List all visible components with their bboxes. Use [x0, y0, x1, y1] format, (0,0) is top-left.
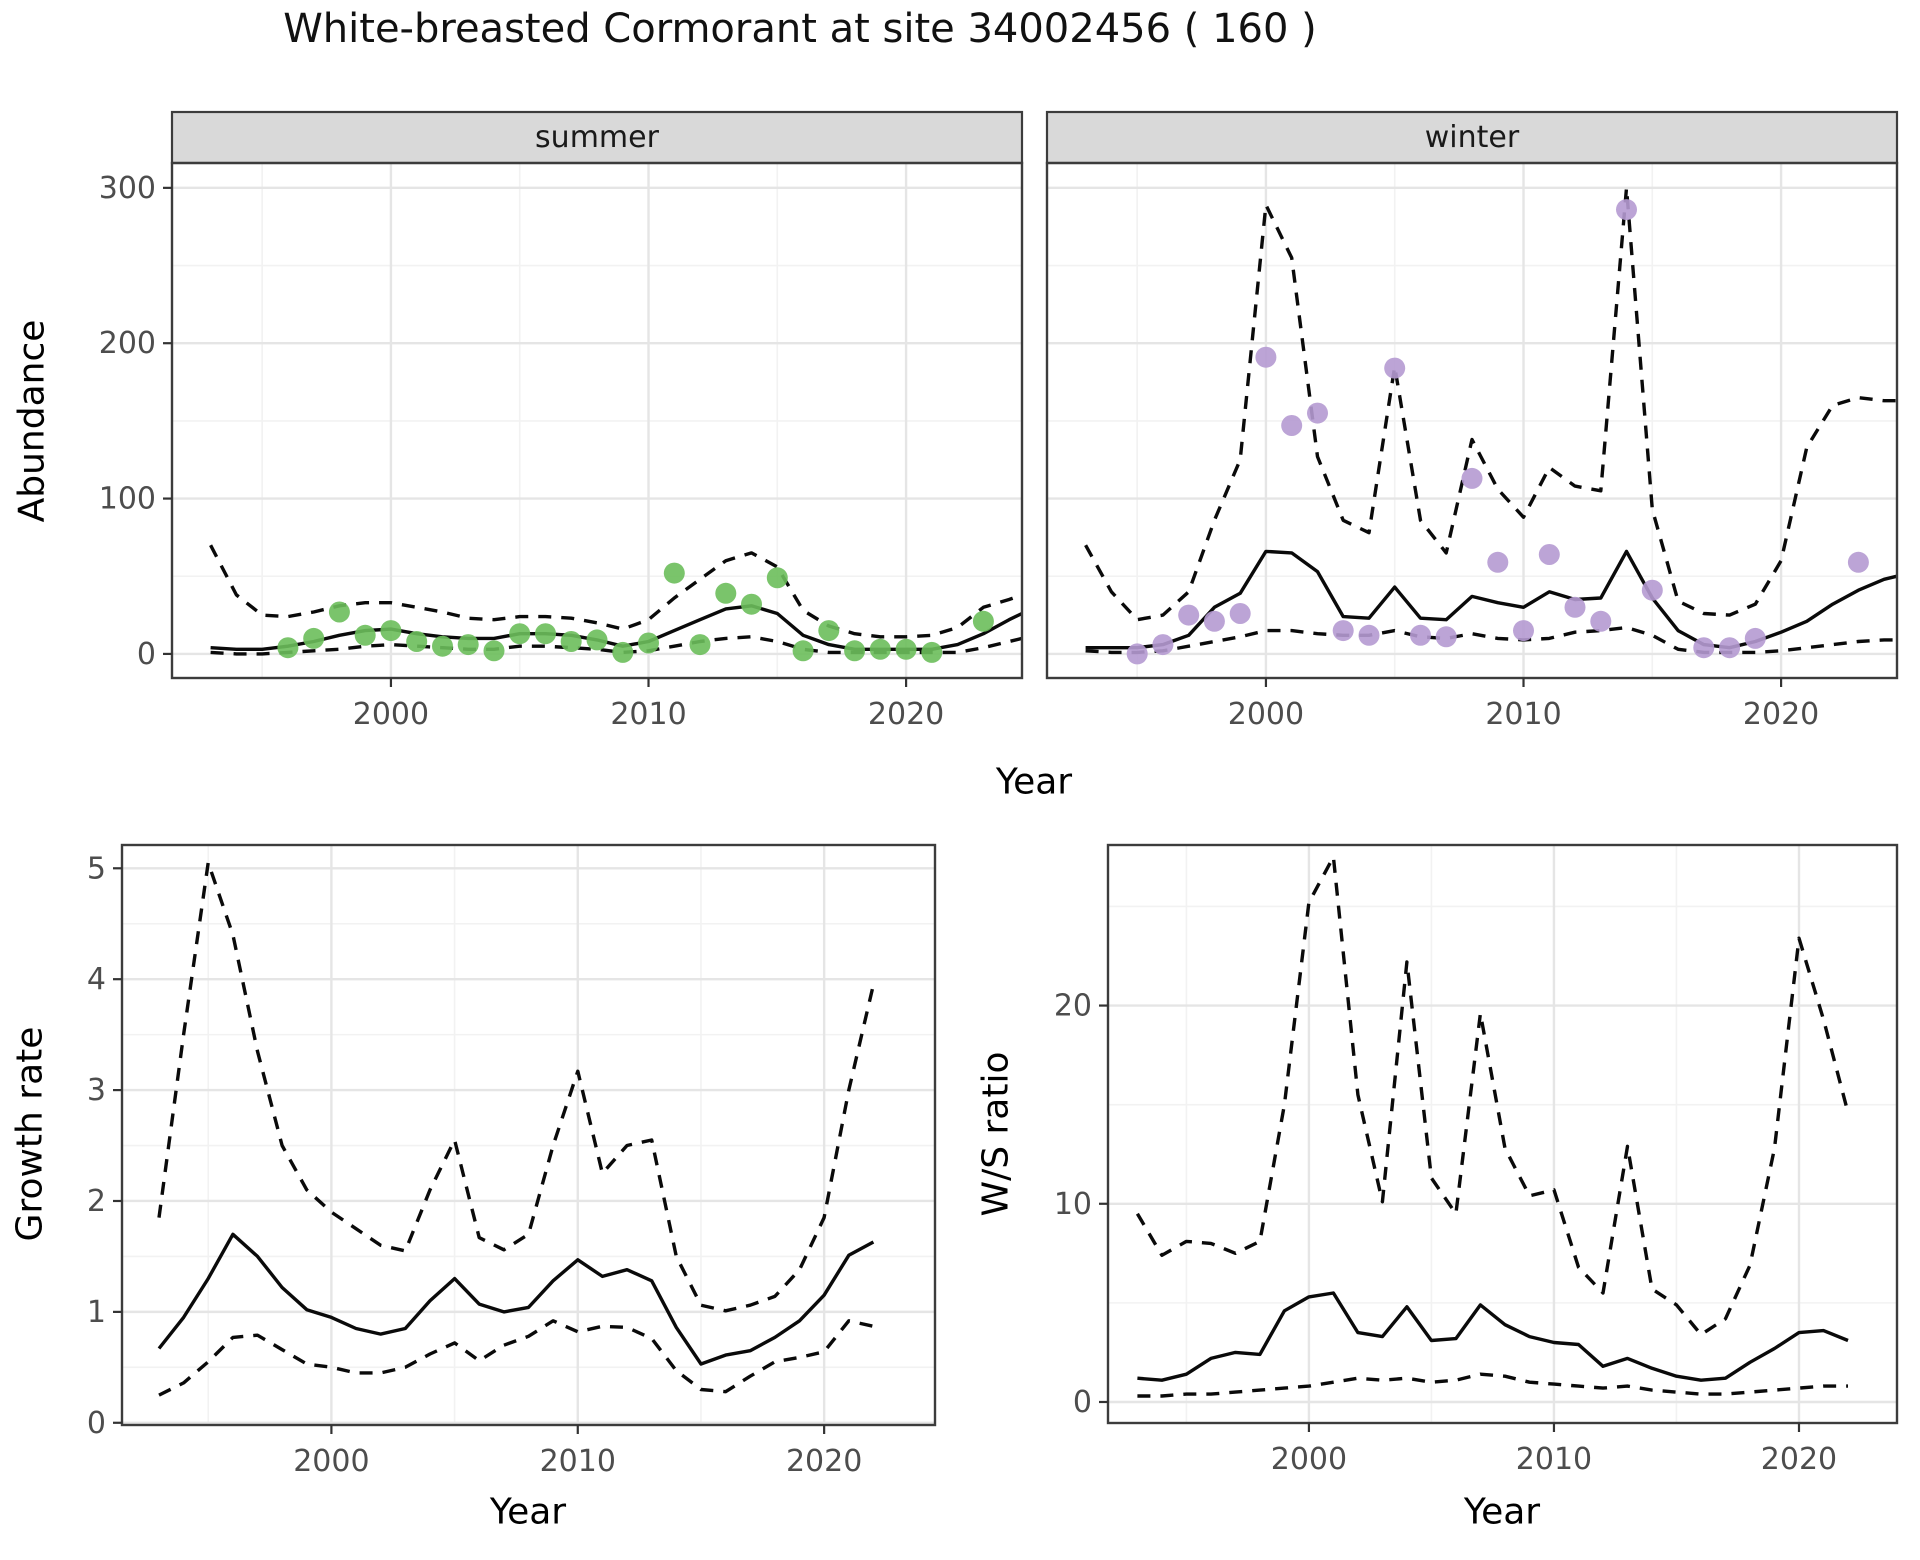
x-tick-label: 2000	[353, 697, 429, 732]
obs-point-abundance-winter	[1461, 467, 1483, 489]
data-layer-abundance-summer	[209, 544, 1023, 663]
panel-abundance-winter: 2000 2010 2020	[1045, 110, 1899, 732]
ci-upper-growth-rate	[157, 861, 876, 1313]
obs-point-abundance-winter	[1641, 579, 1663, 601]
panel-ws-ratio: 2000 2010 2020 0 10 20	[1054, 843, 1899, 1477]
x-tick-label: 2020	[1761, 1442, 1837, 1477]
obs-point-abundance-winter	[1564, 596, 1586, 618]
obs-point-abundance-winter	[1693, 637, 1715, 659]
data-layer-ws-ratio	[1135, 855, 1850, 1398]
obs-point-abundance-winter	[1719, 637, 1741, 659]
obs-point-abundance-summer	[380, 620, 402, 642]
obs-point-abundance-winter	[1358, 624, 1380, 646]
obs-point-abundance-summer	[869, 638, 891, 660]
ci-lower-ws-ratio	[1137, 1372, 1848, 1398]
obs-point-abundance-summer	[432, 635, 453, 657]
ci-lower-growth-rate	[158, 1319, 874, 1397]
median-line-ws-ratio	[1137, 1291, 1849, 1382]
obs-point-abundance-summer	[895, 638, 917, 660]
obs-point-abundance-winter	[1178, 604, 1200, 626]
y-tick-label: 0	[137, 637, 156, 672]
figure-title: White-breasted Cormorant at site 3400245…	[283, 6, 1317, 52]
data-layer-abundance-winter	[1084, 186, 1898, 665]
obs-point-abundance-winter	[1384, 357, 1406, 379]
median-line-abundance-winter	[1085, 549, 1898, 650]
y-tick-label: 0	[1073, 1385, 1092, 1420]
obs-point-abundance-summer	[535, 623, 556, 645]
obs-point-abundance-winter	[1281, 415, 1303, 436]
y-tick-label: 200	[99, 326, 156, 361]
obs-point-abundance-summer	[792, 640, 814, 662]
obs-point-abundance-winter	[1744, 627, 1766, 649]
ci-lower-abundance-winter	[1085, 625, 1897, 655]
obs-point-abundance-summer	[844, 640, 866, 662]
panel-abundance-summer: 2000 2010 2020 0 100 200 300	[99, 110, 1024, 732]
obs-point-abundance-winter	[1410, 624, 1431, 646]
x-tick-label: 2000	[293, 1444, 369, 1479]
obs-point-abundance-winter	[1307, 402, 1328, 424]
obs-point-abundance-summer	[560, 631, 582, 652]
obs-point-abundance-winter	[1616, 199, 1637, 221]
obs-point-abundance-summer	[741, 593, 762, 615]
obs-point-abundance-summer	[818, 620, 840, 642]
obs-point-abundance-summer	[303, 627, 325, 649]
obs-point-abundance-summer	[483, 640, 505, 662]
facet-strip-rect-abundance-summer	[170, 110, 1024, 165]
obs-point-abundance-winter	[1203, 610, 1225, 632]
x-tick-label: 2000	[1228, 697, 1304, 732]
obs-point-abundance-summer	[612, 641, 634, 663]
y-tick-label: 0	[87, 1406, 106, 1441]
obs-point-abundance-winter	[1538, 544, 1560, 565]
x-tick-label: 2010	[540, 1444, 616, 1479]
obs-point-abundance-winter	[1847, 551, 1869, 573]
obs-point-abundance-winter	[1435, 626, 1457, 648]
obs-point-abundance-summer	[509, 623, 531, 645]
obs-point-abundance-winter	[1255, 346, 1277, 368]
y-tick-label: 10	[1054, 1187, 1092, 1222]
obs-point-abundance-summer	[457, 634, 479, 656]
x-tick-label: 2020	[868, 697, 944, 732]
obs-point-abundance-summer	[328, 601, 350, 623]
ci-upper-abundance-summer	[209, 544, 1023, 639]
x-tick-label: 2020	[1743, 697, 1819, 732]
obs-point-abundance-summer	[921, 641, 943, 663]
obs-point-abundance-summer	[406, 631, 428, 652]
y-tick-label: 300	[99, 171, 156, 206]
x-tick-label: 2000	[1271, 1442, 1347, 1477]
y-tick-label: 2	[87, 1184, 106, 1219]
obs-point-abundance-winter	[1513, 620, 1534, 642]
y-tick-label: 3	[87, 1073, 106, 1108]
y-tick-label: 4	[87, 962, 106, 997]
ci-upper-ws-ratio	[1135, 855, 1850, 1337]
obs-point-abundance-winter	[1590, 610, 1612, 632]
obs-point-abundance-summer	[638, 632, 659, 654]
obs-point-abundance-summer	[689, 634, 711, 656]
median-line-growth-rate	[157, 1232, 875, 1366]
x-tick-label: 2020	[786, 1444, 862, 1479]
panel-growth-rate: 2000 2010 2020 0 1 2 3 4 5	[87, 843, 937, 1479]
y-tick-label: 20	[1054, 989, 1092, 1024]
obs-point-abundance-summer	[972, 610, 994, 632]
obs-point-abundance-winter	[1126, 643, 1148, 665]
x-tick-label: 2010	[1485, 697, 1561, 732]
y-tick-label: 1	[87, 1295, 106, 1330]
facet-strip-rect-abundance-winter	[1045, 110, 1899, 165]
obs-point-abundance-summer	[586, 629, 608, 651]
obs-point-abundance-winter	[1332, 620, 1354, 642]
y-tick-label: 100	[99, 482, 156, 517]
obs-point-abundance-summer	[663, 562, 685, 584]
x-tick-label: 2010	[1516, 1442, 1592, 1477]
x-tick-label: 2010	[610, 697, 686, 732]
obs-point-abundance-summer	[277, 637, 299, 659]
obs-point-abundance-winter	[1487, 551, 1509, 573]
obs-point-abundance-summer	[354, 624, 376, 646]
obs-point-abundance-winter	[1152, 634, 1174, 656]
obs-point-abundance-summer	[715, 582, 737, 604]
data-layer-growth-rate	[157, 861, 876, 1397]
obs-point-abundance-summer	[766, 567, 788, 589]
y-tick-label: 5	[87, 851, 106, 886]
obs-point-abundance-winter	[1229, 603, 1251, 624]
